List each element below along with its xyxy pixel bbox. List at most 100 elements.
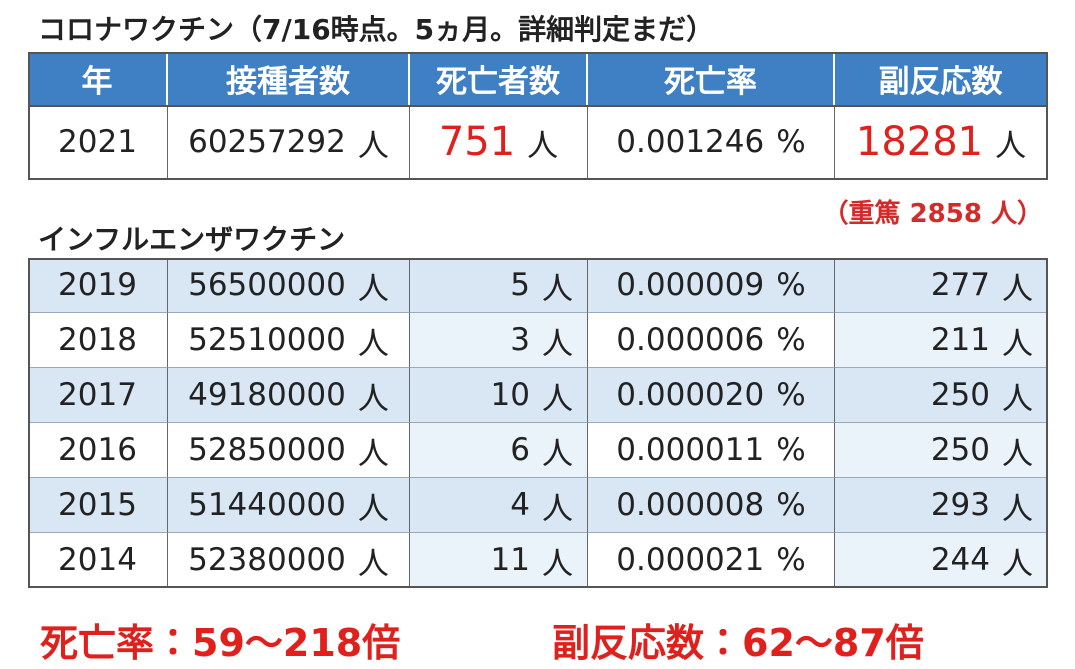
cell-value: 2014 [58,542,137,578]
cell-value: 5 [510,267,530,303]
cell-value: 2021 [58,124,137,160]
cell-value: 244 [930,542,990,578]
table-cell: 2014 [28,533,168,588]
cell-unit: % [776,487,806,523]
cell-unit: 人 [542,325,573,362]
cell-value: 18281 [855,119,984,165]
covid-title: コロナワクチン（7/16時点。5ヵ月。詳細判定まだ） [38,13,715,46]
table-cell: 10 人 [410,368,588,423]
column-header: 接種者数 [168,52,410,105]
cell-unit: 人 [542,435,573,472]
table-cell: 2017 [28,368,168,423]
table-cell: 51440000 人 [168,478,410,533]
table-cell: 250 人 [835,423,1048,478]
cell-value: 52380000 [188,542,346,578]
column-header: 年 [28,52,168,105]
table-cell: 52380000 人 [168,533,410,588]
cell-value: 2019 [58,267,137,303]
cell-unit: 人 [1002,435,1033,472]
cell-value: 52510000 [188,322,346,358]
cell-value: 293 [930,487,990,523]
cell-unit: % [776,432,806,468]
cell-value: 211 [930,322,990,358]
cell-value: 0.000021 [616,542,765,578]
table-cell: 0.000011% [588,423,835,478]
column-header: 死亡者数 [410,52,588,105]
cell-unit: 人 [357,127,389,164]
cell-unit: 人 [357,270,389,307]
cell-value: 6 [510,432,530,468]
flu-title: インフルエンザワクチン [38,223,346,256]
table-cell: 0.001246% [588,105,835,180]
cell-value: 49180000 [188,377,346,413]
table-cell: 2015 [28,478,168,533]
cell-unit: 人 [1002,270,1033,307]
table-cell: 0.000009% [588,258,835,313]
cell-value: 751 [438,119,516,165]
cell-value: 4 [510,487,530,523]
cell-unit: % [776,542,806,578]
cell-unit: 人 [357,380,389,417]
table-cell: 2019 [28,258,168,313]
column-header: 死亡率 [588,52,835,105]
cell-value: 52850000 [188,432,346,468]
cell-value: 2018 [58,322,137,358]
table-cell: 0.000020% [588,368,835,423]
cell-value: 0.000006 [616,322,765,358]
cell-unit: 人 [542,490,573,527]
cell-value: 51440000 [188,487,346,523]
table-cell: 49180000 人 [168,368,410,423]
cell-unit: 人 [1002,490,1033,527]
cell-value: 0.000011 [616,432,765,468]
table-cell: 293 人 [835,478,1048,533]
cell-value: 277 [930,267,990,303]
cell-unit: 人 [1002,325,1033,362]
table-cell: 0.000021% [588,533,835,588]
severe-note: （重篤 2858 人） [822,199,1043,229]
cell-unit: % [776,377,806,413]
side-effect-ratio: 副反応数：62～87倍 [552,621,924,665]
table-cell: 18281 人 [835,105,1048,180]
cell-unit: 人 [542,380,573,417]
cell-unit: 人 [527,127,559,164]
death-ratio: 死亡率：59～218倍 [40,621,401,665]
cell-value: 0.000009 [616,267,765,303]
cell-unit: 人 [995,127,1027,164]
table-cell: 52510000 人 [168,313,410,368]
cell-unit: 人 [542,545,573,582]
cell-unit: 人 [357,435,389,472]
cell-value: 56500000 [188,267,346,303]
cell-value: 250 [930,432,990,468]
cell-value: 0.001246 [616,124,765,160]
cell-value: 2016 [58,432,137,468]
cell-unit: 人 [1002,545,1033,582]
cell-unit: 人 [542,270,573,307]
cell-value: 10 [490,377,530,413]
cell-value: 2017 [58,377,137,413]
table-cell: 60257292 人 [168,105,410,180]
table-cell: 2016 [28,423,168,478]
cell-unit: % [776,124,806,160]
table-cell: 11 人 [410,533,588,588]
table-cell: 250 人 [835,368,1048,423]
cell-value: 3 [510,322,530,358]
table-cell: 0.000006% [588,313,835,368]
cell-unit: 人 [357,545,389,582]
table-cell: 751 人 [410,105,588,180]
cell-value: 11 [490,542,530,578]
cell-value: 0.000008 [616,487,765,523]
cell-unit: % [776,322,806,358]
cell-value: 2015 [58,487,137,523]
cell-value: 250 [930,377,990,413]
table-cell: 0.000008% [588,478,835,533]
cell-unit: 人 [357,325,389,362]
table-cell: 52850000 人 [168,423,410,478]
table-cell: 2018 [28,313,168,368]
table-cell: 211 人 [835,313,1048,368]
